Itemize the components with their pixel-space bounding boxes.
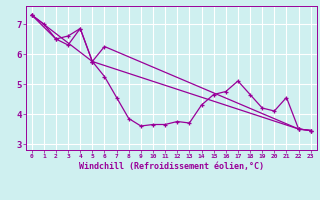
X-axis label: Windchill (Refroidissement éolien,°C): Windchill (Refroidissement éolien,°C) xyxy=(79,162,264,171)
